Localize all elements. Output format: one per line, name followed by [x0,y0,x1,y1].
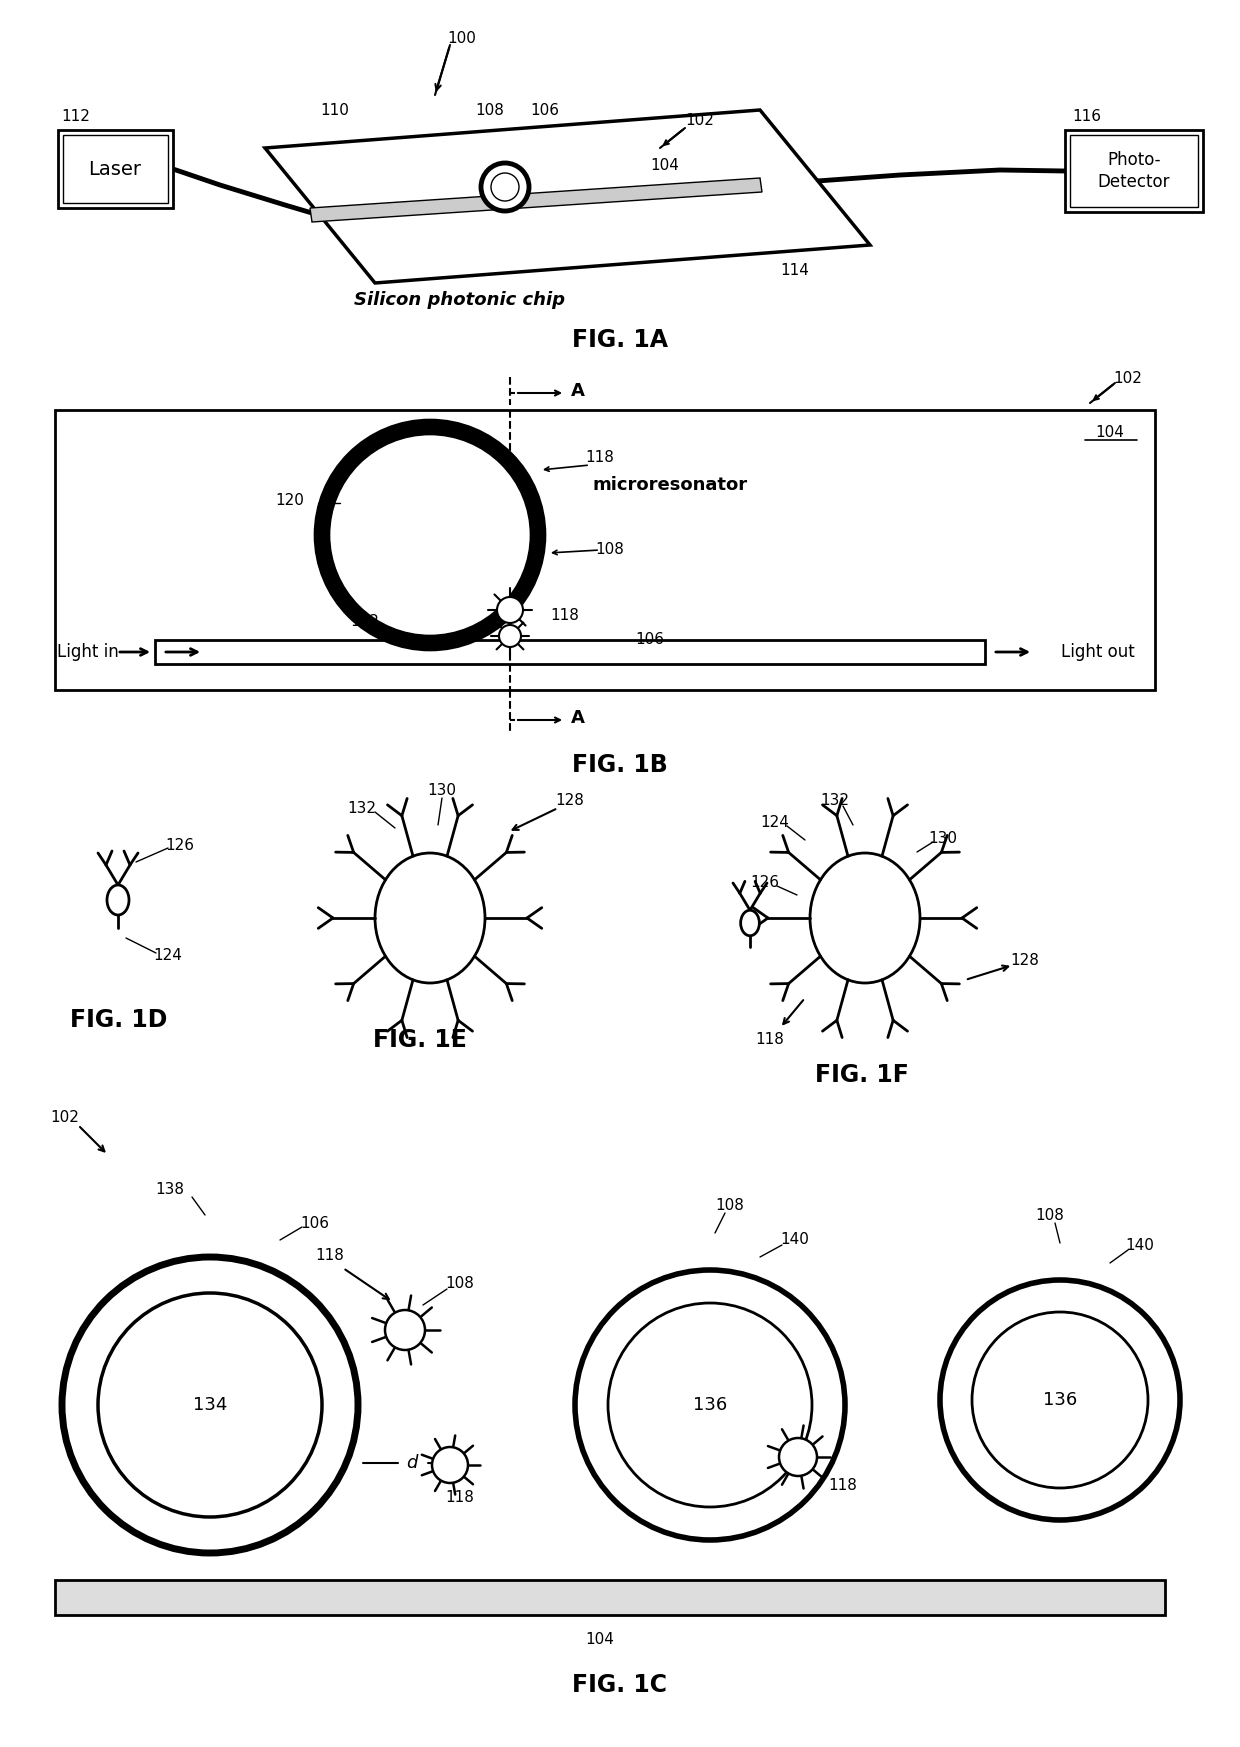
Text: Laser: Laser [88,159,141,178]
Text: A: A [572,383,585,400]
Bar [63,135,167,203]
Text: 112: 112 [62,108,91,124]
Text: Photo-: Photo- [1107,150,1161,169]
Circle shape [491,173,520,201]
Text: 106: 106 [635,632,665,648]
Bar [55,411,1154,690]
Circle shape [972,1312,1148,1488]
Text: FIG. 1F: FIG. 1F [815,1062,909,1087]
Circle shape [779,1438,817,1476]
Circle shape [322,426,538,643]
Text: 118: 118 [445,1490,475,1504]
Text: 130: 130 [929,830,957,846]
Ellipse shape [374,853,485,984]
Text: 116: 116 [1073,108,1101,124]
Text: 124: 124 [154,947,182,963]
Text: 128: 128 [556,793,584,807]
Text: d: d [407,1454,418,1473]
Text: Light out: Light out [1061,643,1135,660]
Text: FIG. 1A: FIG. 1A [572,328,668,351]
Text: 100: 100 [448,30,476,45]
Circle shape [575,1270,844,1541]
Text: 124: 124 [760,814,790,830]
Circle shape [432,1447,467,1483]
Polygon shape [265,110,870,283]
Text: FIG. 1E: FIG. 1E [373,1027,467,1052]
Circle shape [62,1258,358,1553]
Text: Silicon photonic chip: Silicon photonic chip [355,292,565,309]
Circle shape [940,1281,1180,1520]
Text: 114: 114 [780,262,810,278]
Bar [1070,135,1198,206]
Text: 126: 126 [165,837,195,853]
Text: A: A [572,709,585,727]
Text: 102: 102 [1114,370,1142,386]
Text: 132: 132 [821,793,849,807]
Text: 118: 118 [551,608,579,624]
Circle shape [497,597,523,624]
Text: Light in: Light in [57,643,119,660]
Text: 108: 108 [476,103,505,117]
Text: 118: 118 [755,1032,785,1048]
Ellipse shape [810,853,920,984]
Bar [55,1579,1166,1614]
Text: 104: 104 [585,1632,615,1647]
Text: 102: 102 [686,112,714,128]
Text: 136: 136 [693,1396,727,1413]
Text: 120: 120 [275,493,305,507]
Text: Detector: Detector [1097,173,1171,190]
Circle shape [481,162,529,211]
Text: 118: 118 [315,1247,345,1263]
Text: 126: 126 [750,875,780,889]
Text: 104: 104 [651,157,680,173]
Text: 102: 102 [51,1111,79,1125]
Polygon shape [310,178,763,222]
Circle shape [608,1303,812,1508]
Text: FIG. 1B: FIG. 1B [572,753,668,777]
Text: FIG. 1C: FIG. 1C [573,1674,667,1696]
Text: 108: 108 [1035,1207,1064,1223]
Bar [155,639,985,664]
Text: microresonator: microresonator [593,475,748,494]
Circle shape [98,1293,322,1516]
Text: 130: 130 [428,783,456,797]
Bar [1065,129,1203,211]
Text: 108: 108 [595,543,625,557]
Text: FIG. 1D: FIG. 1D [69,1008,167,1032]
Text: 104: 104 [1096,425,1125,440]
Text: 132: 132 [347,800,377,816]
Ellipse shape [107,886,129,915]
Text: 106: 106 [531,103,559,117]
Circle shape [384,1310,425,1350]
Text: 118: 118 [585,449,615,465]
Text: 128: 128 [1011,952,1039,968]
Text: 108: 108 [445,1275,475,1291]
Text: 140: 140 [1126,1237,1154,1253]
Bar [58,129,174,208]
Text: 110: 110 [321,103,350,117]
Text: 122: 122 [351,615,379,629]
Text: 140: 140 [780,1232,810,1247]
Text: 134: 134 [192,1396,227,1413]
Text: 136: 136 [1043,1391,1078,1410]
Text: 118: 118 [828,1478,857,1492]
Text: 108: 108 [715,1197,744,1212]
Circle shape [498,625,521,646]
Text: 106: 106 [300,1216,330,1230]
Text: 138: 138 [155,1183,185,1197]
Ellipse shape [740,910,759,936]
